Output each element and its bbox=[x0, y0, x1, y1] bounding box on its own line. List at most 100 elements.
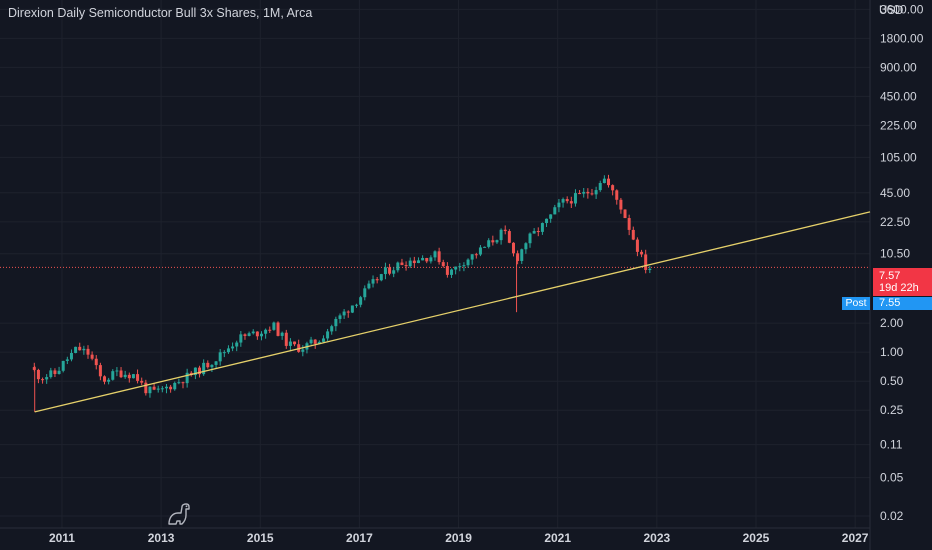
candle-body bbox=[611, 185, 615, 191]
candle-body bbox=[363, 288, 367, 298]
candle-body bbox=[466, 259, 470, 266]
candle-body bbox=[338, 315, 342, 319]
candle-body bbox=[400, 262, 404, 266]
candle-body bbox=[115, 370, 119, 372]
candle-body bbox=[648, 268, 652, 270]
candle-body bbox=[516, 253, 520, 261]
candle-body bbox=[41, 379, 45, 381]
candle-body bbox=[487, 240, 491, 247]
candle-body bbox=[243, 334, 247, 336]
candle-body bbox=[437, 251, 441, 263]
candle-body bbox=[272, 322, 276, 330]
candle-body bbox=[251, 331, 255, 334]
y-tick-label: 105.00 bbox=[880, 150, 917, 164]
candle-body bbox=[214, 361, 218, 365]
candle-body bbox=[602, 178, 606, 184]
x-tick-label: 2019 bbox=[445, 531, 472, 545]
candle-body bbox=[458, 266, 462, 268]
price-axis[interactable]: 3600.00 1800.00 900.00 450.00 225.00 105.00 45… bbox=[880, 2, 924, 523]
candle-body bbox=[293, 341, 297, 345]
candle-body bbox=[623, 209, 627, 219]
candle-body bbox=[545, 218, 549, 224]
candle-body bbox=[111, 371, 115, 380]
candle-body bbox=[528, 233, 532, 244]
candle-body bbox=[474, 254, 478, 256]
candle-body bbox=[131, 374, 135, 379]
grid-lines bbox=[0, 0, 870, 528]
time-axis[interactable]: 2011 2013 2015 2017 2019 2021 2023 2025 2027 bbox=[49, 531, 869, 545]
y-tick-label: 0.25 bbox=[880, 403, 904, 417]
candle-body bbox=[507, 231, 511, 243]
candle-body bbox=[578, 193, 582, 195]
trendline[interactable] bbox=[34, 211, 871, 413]
candle-body bbox=[61, 360, 65, 371]
candle-body bbox=[627, 218, 631, 230]
chart-title: Direxion Daily Semiconductor Bull 3x Sha… bbox=[8, 6, 313, 20]
y-tick-label: 450.00 bbox=[880, 89, 917, 103]
candle-body bbox=[268, 329, 272, 331]
candle-body bbox=[342, 311, 346, 316]
candle-body bbox=[288, 341, 292, 346]
candle-body bbox=[491, 240, 495, 243]
candle-body bbox=[495, 240, 499, 243]
candle-body bbox=[520, 249, 524, 261]
post-market-price: 7.55 bbox=[873, 297, 932, 310]
candle-body bbox=[557, 202, 561, 208]
post-market-label: Post bbox=[842, 297, 870, 310]
candle-body bbox=[454, 266, 458, 270]
candle-body bbox=[371, 279, 375, 284]
candle-body bbox=[140, 380, 144, 383]
candle-body bbox=[536, 231, 540, 233]
candle-body bbox=[582, 191, 586, 194]
candle-body bbox=[206, 362, 210, 368]
candle-body bbox=[445, 266, 449, 275]
candle-body bbox=[326, 331, 330, 339]
candle-body bbox=[65, 359, 69, 361]
x-tick-label: 2023 bbox=[643, 531, 670, 545]
candle-body bbox=[222, 352, 226, 354]
candle-body bbox=[586, 191, 590, 194]
candle-body bbox=[433, 251, 437, 258]
candle-body bbox=[152, 386, 156, 390]
y-tick-label: 3600.00 bbox=[880, 2, 924, 16]
candle-body bbox=[569, 201, 573, 204]
candle-body bbox=[36, 369, 40, 380]
candle-body bbox=[607, 178, 611, 186]
candle-body bbox=[276, 322, 280, 336]
candle-body bbox=[313, 339, 317, 344]
candle-body bbox=[408, 260, 412, 267]
candle-body bbox=[441, 262, 445, 267]
candle-body bbox=[375, 279, 379, 281]
dinosaur-logo-icon[interactable] bbox=[166, 502, 194, 526]
candle-body bbox=[598, 183, 602, 191]
candle-body bbox=[553, 207, 557, 215]
candle-body bbox=[644, 254, 648, 270]
candle-body bbox=[483, 246, 487, 248]
candle-body bbox=[499, 229, 503, 241]
candle-body bbox=[450, 269, 454, 275]
y-tick-label: 0.11 bbox=[880, 438, 903, 452]
candle-body bbox=[218, 352, 222, 362]
candle-body bbox=[615, 190, 619, 200]
candle-body bbox=[309, 339, 313, 344]
candle-body bbox=[334, 318, 338, 327]
candle-body bbox=[425, 257, 429, 262]
x-tick-label: 2017 bbox=[346, 531, 373, 545]
candle-body bbox=[511, 242, 515, 254]
candle-body bbox=[631, 229, 635, 240]
candle-body bbox=[57, 370, 61, 374]
candle-body bbox=[573, 193, 577, 204]
candle-body bbox=[561, 199, 565, 203]
y-tick-label: 10.50 bbox=[880, 247, 910, 261]
candle-body bbox=[532, 231, 536, 234]
candle-body bbox=[74, 346, 78, 353]
candle-body bbox=[421, 257, 425, 261]
candle-body bbox=[404, 265, 408, 267]
candle-body bbox=[193, 367, 197, 376]
x-tick-label: 2011 bbox=[49, 531, 75, 545]
candle-body bbox=[164, 386, 168, 389]
candle-body bbox=[231, 346, 235, 349]
candle-body bbox=[169, 386, 173, 390]
candle-body bbox=[392, 270, 396, 274]
